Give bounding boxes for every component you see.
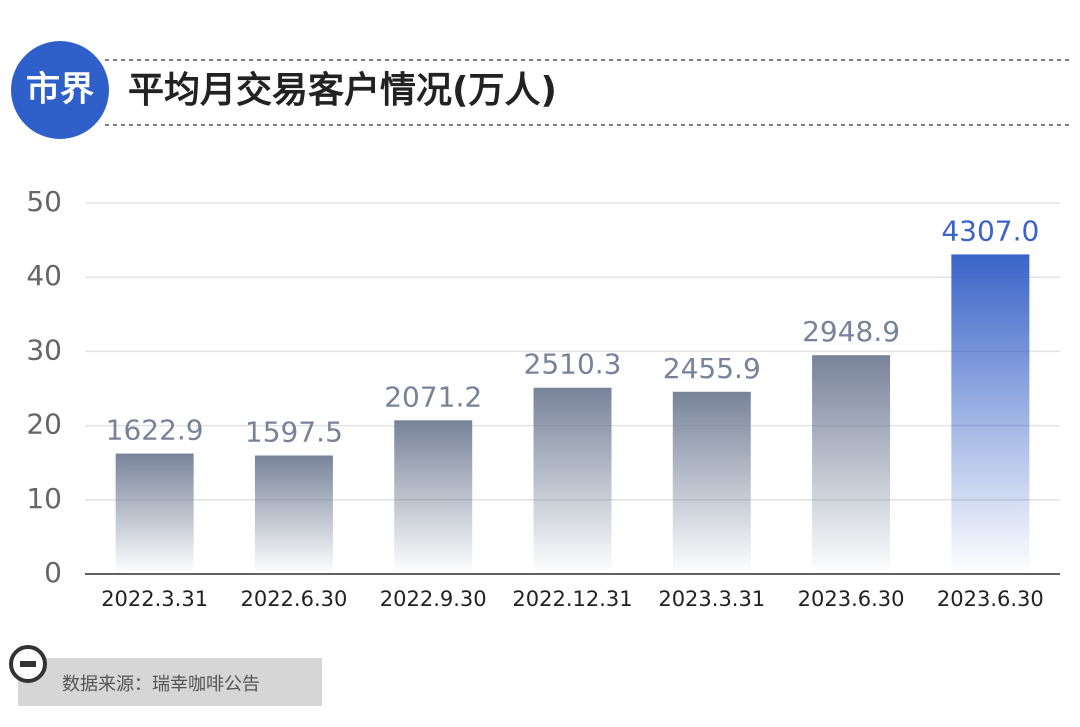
x-tick-label: 2023.3.31 <box>658 587 765 611</box>
x-tick-label: 2023.6.30 <box>937 587 1044 611</box>
y-tick-label: 40 <box>26 259 62 292</box>
source-icon-bar <box>20 661 36 667</box>
value-label: 2948.9 <box>802 315 900 348</box>
value-label: 2510.3 <box>524 348 622 381</box>
x-tick-label: 2023.6.30 <box>798 587 905 611</box>
value-label: 2455.9 <box>663 352 761 385</box>
bar <box>951 254 1030 574</box>
bar <box>115 453 194 574</box>
y-tick-label: 30 <box>26 333 62 366</box>
source-box <box>18 658 322 706</box>
logo-text: 市界 <box>26 70 94 110</box>
value-label: 1597.5 <box>245 415 343 448</box>
y-tick-label: 20 <box>26 408 62 441</box>
chart-title: 平均月交易客户情况(万人) <box>128 69 557 111</box>
x-tick-label: 2022.6.30 <box>240 587 347 611</box>
x-tick-label: 2022.12.31 <box>512 587 632 611</box>
value-label: 1622.9 <box>106 414 204 447</box>
source-text: 数据来源：瑞幸咖啡公告 <box>62 674 260 695</box>
y-tick-label: 50 <box>26 185 62 218</box>
y-tick-label: 10 <box>26 482 62 515</box>
bar <box>533 387 612 574</box>
bar <box>254 455 333 574</box>
bar <box>812 355 891 574</box>
value-label: 2071.2 <box>384 380 482 413</box>
y-tick-label: 0 <box>44 556 62 589</box>
logo-badge <box>11 41 109 139</box>
bar <box>394 420 473 574</box>
x-tick-label: 2022.3.31 <box>101 587 208 611</box>
value-label: 4307.0 <box>941 214 1039 247</box>
x-tick-label: 2022.9.30 <box>380 587 487 611</box>
bar <box>672 391 751 574</box>
